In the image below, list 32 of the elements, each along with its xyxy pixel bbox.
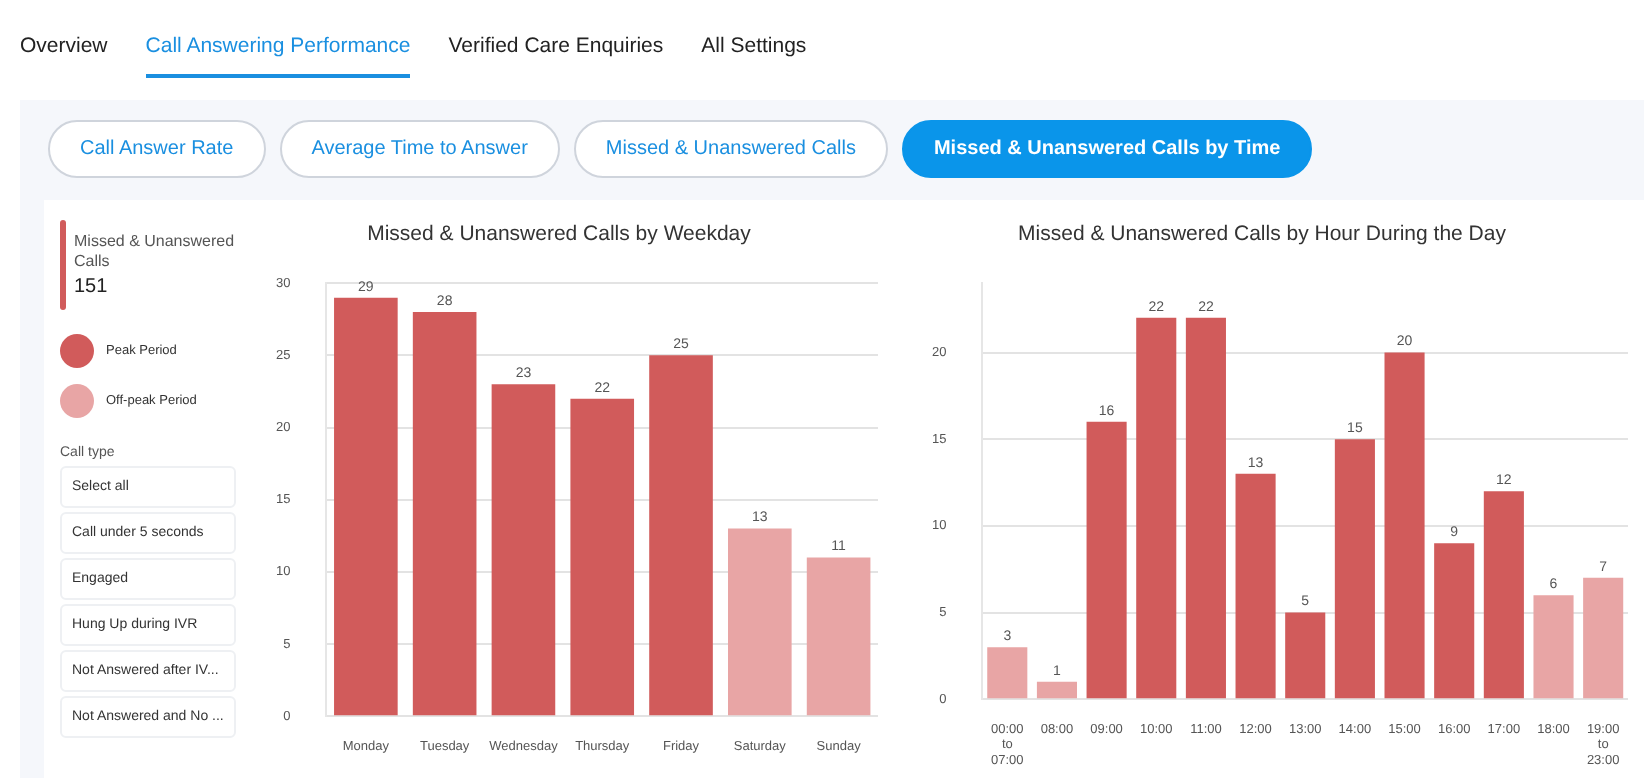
bar — [1583, 577, 1624, 699]
text: Average Time to Answer — [279, 120, 560, 178]
bar — [1036, 681, 1077, 699]
bar — [649, 355, 713, 716]
text: Verified Care Enquiries — [448, 34, 664, 62]
bar — [412, 312, 477, 716]
text: Missed & Unanswered Calls — [573, 120, 888, 178]
bar — [1434, 543, 1475, 699]
bar — [1086, 421, 1127, 699]
bar — [1334, 439, 1375, 699]
bar — [1136, 317, 1177, 699]
bar — [1483, 491, 1524, 699]
bar — [1533, 595, 1574, 699]
bar — [806, 557, 871, 716]
chart-title: Missed & Unanswered Calls by Hour During the Day — [1018, 222, 1508, 247]
bar — [987, 647, 1028, 699]
bar — [1235, 473, 1276, 699]
text: 151 — [74, 276, 110, 298]
bar — [334, 297, 398, 716]
text: Call Answering Performance — [145, 34, 411, 78]
chart-title: Missed & Unanswered Calls by Weekday — [367, 222, 753, 247]
text: Call Answer Rate — [48, 120, 266, 178]
bar — [491, 384, 556, 716]
text: All Settings — [701, 34, 807, 62]
bar — [570, 398, 635, 716]
text: Overview — [20, 34, 108, 62]
bar — [1384, 352, 1425, 699]
bar — [728, 528, 792, 716]
bar — [1185, 317, 1226, 699]
text: Missed & Unanswered Calls by Time — [901, 120, 1313, 178]
text: Missed & Unanswered Calls — [74, 230, 236, 272]
bar — [1285, 612, 1326, 699]
